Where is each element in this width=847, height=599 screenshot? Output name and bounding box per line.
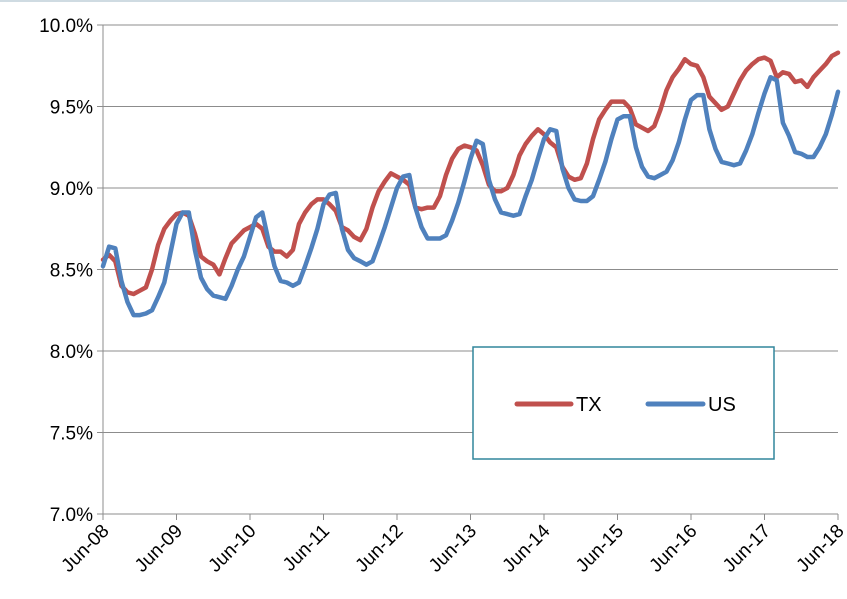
y-tick-label-1: 7.5%	[50, 424, 93, 445]
y-tick-label-3: 8.5%	[50, 261, 93, 282]
y-tick-label-2: 8.0%	[50, 342, 93, 363]
axes	[97, 24, 839, 520]
y-axis-tick-labels: 7.0% 7.5% 8.0% 8.5% 9.0% 9.5% 10.0%	[39, 16, 93, 526]
y-tick-label-0: 7.0%	[50, 505, 93, 526]
series-line-tx	[100, 50, 841, 297]
legend-label-tx: TX	[576, 394, 602, 416]
y-tick-label-6: 10.0%	[39, 16, 93, 37]
legend-label-us: US	[708, 394, 736, 416]
series-line-us	[100, 74, 841, 318]
y-tick-label-4: 9.0%	[50, 179, 93, 200]
legend: TX US	[472, 346, 775, 460]
series-lines	[100, 50, 841, 318]
y-tick-label-5: 9.5%	[50, 98, 93, 119]
